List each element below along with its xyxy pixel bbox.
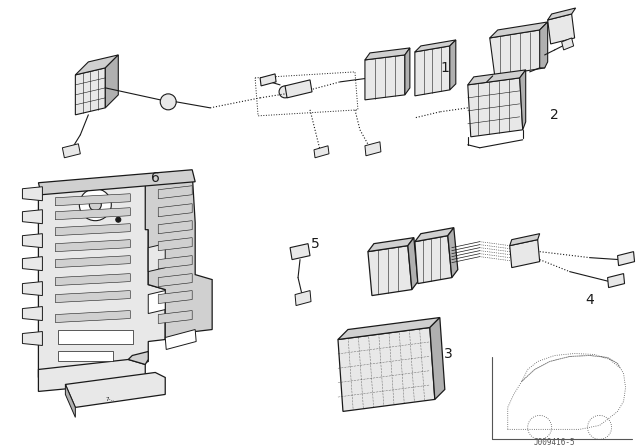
- Polygon shape: [56, 291, 131, 302]
- Polygon shape: [365, 142, 381, 156]
- Text: 4: 4: [585, 293, 594, 306]
- Circle shape: [79, 189, 111, 221]
- Circle shape: [116, 217, 121, 222]
- Polygon shape: [56, 224, 131, 236]
- Polygon shape: [430, 318, 445, 400]
- Polygon shape: [76, 55, 118, 75]
- Polygon shape: [22, 187, 42, 201]
- Polygon shape: [65, 384, 76, 418]
- Polygon shape: [540, 22, 548, 68]
- Text: 6: 6: [151, 171, 159, 185]
- Polygon shape: [415, 228, 454, 241]
- Polygon shape: [607, 274, 625, 288]
- Polygon shape: [314, 146, 329, 158]
- Polygon shape: [490, 30, 545, 76]
- Polygon shape: [405, 48, 410, 95]
- Text: 5: 5: [310, 237, 319, 250]
- Polygon shape: [158, 204, 192, 217]
- Text: 3: 3: [444, 348, 452, 362]
- Polygon shape: [22, 332, 42, 345]
- Text: J009416-5: J009416-5: [534, 438, 575, 447]
- Polygon shape: [158, 221, 192, 234]
- Polygon shape: [22, 210, 42, 224]
- Polygon shape: [548, 8, 575, 20]
- Circle shape: [279, 86, 291, 98]
- Circle shape: [296, 248, 304, 256]
- Polygon shape: [295, 291, 311, 306]
- Bar: [58, 330, 133, 344]
- Polygon shape: [338, 327, 435, 411]
- Polygon shape: [56, 274, 131, 285]
- Polygon shape: [22, 282, 42, 296]
- Text: 7-..: 7-..: [106, 397, 115, 402]
- Polygon shape: [562, 38, 573, 50]
- Polygon shape: [165, 330, 196, 349]
- Polygon shape: [548, 14, 575, 44]
- Circle shape: [160, 94, 176, 110]
- Polygon shape: [408, 237, 418, 289]
- Polygon shape: [158, 291, 192, 304]
- Polygon shape: [56, 240, 131, 252]
- Polygon shape: [38, 180, 165, 378]
- Polygon shape: [56, 310, 131, 323]
- Text: 1: 1: [440, 61, 449, 75]
- Polygon shape: [158, 256, 192, 269]
- Circle shape: [90, 199, 101, 211]
- Polygon shape: [158, 310, 192, 323]
- Polygon shape: [22, 234, 42, 248]
- Polygon shape: [62, 144, 81, 158]
- Text: 2: 2: [550, 108, 559, 122]
- Polygon shape: [290, 244, 310, 260]
- Circle shape: [555, 25, 564, 35]
- Polygon shape: [106, 55, 118, 108]
- Polygon shape: [415, 236, 452, 284]
- Polygon shape: [56, 256, 131, 267]
- Polygon shape: [56, 208, 131, 220]
- Polygon shape: [365, 48, 410, 60]
- Polygon shape: [448, 228, 458, 278]
- Polygon shape: [148, 244, 165, 271]
- Polygon shape: [450, 40, 456, 90]
- Polygon shape: [368, 237, 414, 252]
- Polygon shape: [38, 170, 195, 195]
- Polygon shape: [260, 74, 276, 86]
- Polygon shape: [415, 40, 456, 52]
- Polygon shape: [76, 68, 106, 115]
- Polygon shape: [285, 80, 312, 98]
- Polygon shape: [468, 70, 525, 85]
- Polygon shape: [56, 194, 131, 206]
- Polygon shape: [365, 55, 405, 100]
- Polygon shape: [490, 22, 548, 38]
- Polygon shape: [468, 78, 523, 137]
- Polygon shape: [145, 173, 212, 340]
- Polygon shape: [65, 372, 165, 407]
- Polygon shape: [368, 246, 412, 296]
- Polygon shape: [618, 252, 634, 266]
- Polygon shape: [158, 237, 192, 250]
- Polygon shape: [415, 46, 450, 96]
- Polygon shape: [148, 291, 165, 314]
- Polygon shape: [128, 352, 148, 365]
- Polygon shape: [38, 359, 145, 392]
- Polygon shape: [509, 240, 540, 267]
- Bar: [58, 352, 113, 362]
- Polygon shape: [509, 234, 540, 246]
- Polygon shape: [338, 318, 440, 340]
- Polygon shape: [158, 274, 192, 287]
- Polygon shape: [22, 257, 42, 271]
- Polygon shape: [158, 186, 192, 199]
- Polygon shape: [22, 306, 42, 320]
- Polygon shape: [520, 70, 525, 130]
